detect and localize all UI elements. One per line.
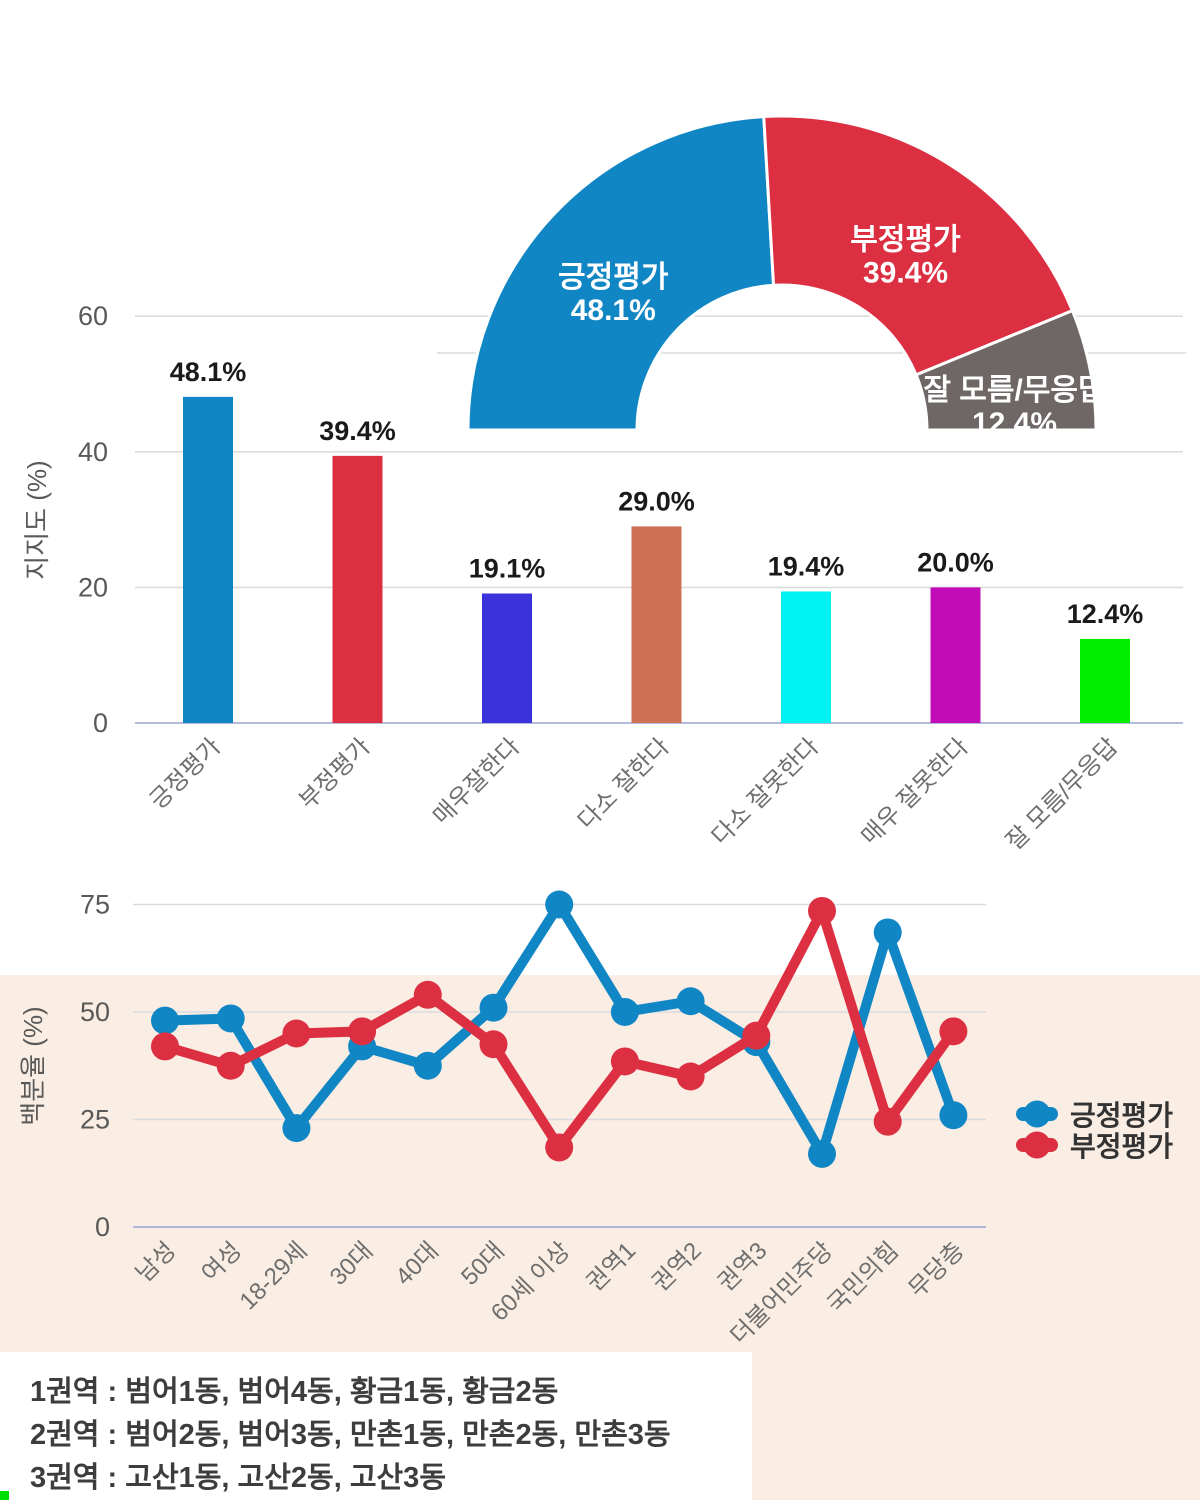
line-x-tick-1: 여성 [197,1237,247,1287]
line-point-s1-10 [808,896,836,925]
bar-value-label-5: 20.0% [917,547,994,577]
legend-item-negative: 부정평가 [1016,1129,1173,1162]
line-y-tick-75: 75 [80,890,110,920]
bar-2 [482,593,532,723]
line-point-s1-1 [216,1051,245,1080]
bar-value-label-4: 19.4% [768,551,845,581]
bar-x-tick-3: 다소 잘한다 [573,733,675,835]
donut-segment-name-1: 부정평가 [850,224,961,257]
bar-y-tick-20: 20 [78,572,108,602]
region-note-1: 1권역 : 범어1동, 범어4동, 황금1동, 황금2동 [30,1376,559,1408]
bar-4 [781,591,831,723]
line-point-s0-10 [808,1139,836,1168]
line-y-tick-0: 0 [95,1212,110,1242]
bar-1 [332,455,383,723]
line-y-tick-50: 50 [80,997,110,1027]
line-point-s1-6 [545,1133,574,1162]
negative-series-marker-icon [1016,1131,1058,1158]
bar-x-tick-5: 매우 잘못한다 [856,733,973,850]
bar-y-tick-40: 40 [78,437,108,467]
bar-value-label-0: 48.1% [170,357,247,387]
bar-3 [631,526,682,723]
line-x-tick-11: 국민의힘 [822,1237,904,1319]
bar-x-tick-0: 긍정평가 [145,733,227,815]
region-notes: 1권역 : 범어1동, 범어4동, 황금1동, 황금2동 2권역 : 범어2동,… [0,1352,752,1500]
line-x-tick-3: 30대 [325,1237,379,1291]
line-point-s0-7 [610,998,639,1026]
region-note-3: 3권역 : 고산1동, 고산2동, 고산3동 [30,1462,446,1494]
line-point-s0-5 [479,993,508,1022]
line-point-s0-12 [939,1101,968,1130]
line-x-tick-7: 권역1 [581,1237,641,1297]
donut-segment-value-1: 39.4% [863,257,948,290]
line-point-s0-2 [282,1114,311,1143]
line-point-s0-8 [676,987,705,1016]
line-point-s1-3 [348,1017,377,1046]
bar-chart-grid: 0 20 40 60 [78,301,1186,738]
line-point-s0-4 [413,1051,442,1080]
legend-label-negative: 부정평가 [1070,1130,1174,1162]
line-point-s1-8 [676,1062,705,1091]
line-point-s0-11 [873,918,902,947]
bar-5 [930,587,981,723]
bar-y-tick-0: 0 [93,708,108,738]
line-x-tick-8: 권역2 [647,1237,707,1297]
donut-segment-value-0: 48.1% [571,294,656,327]
line-x-tick-0: 남성 [131,1237,181,1287]
line-point-s1-5 [479,1030,508,1059]
line-point-s0-1 [216,1004,245,1033]
line-x-tick-9: 권역3 [713,1237,773,1297]
bar-x-tick-2: 매우잘한다 [428,733,525,830]
bar-x-tick-1: 부정평가 [294,733,376,815]
bar-value-label-1: 39.4% [319,416,396,446]
bar-x-tick-6: 잘 모름/무응답 [1001,733,1123,855]
line-point-s1-11 [873,1107,902,1136]
line-y-axis-title: 백분율 (%) [18,1006,48,1125]
line-x-tick-5: 50대 [456,1237,510,1291]
line-point-s1-9 [742,1021,771,1050]
line-chart-legend: 긍정평가 부정평가 [1016,1098,1173,1162]
line-point-s1-4 [413,980,442,1009]
bar-value-label-2: 19.1% [469,554,546,584]
bar-value-label-6: 12.4% [1067,599,1144,629]
line-point-s1-2 [282,1019,311,1048]
donut-segment-2 [914,309,1098,432]
bar-y-tick-60: 60 [78,301,108,331]
bar-0 [183,396,233,723]
donut-segment-name-2: 잘 모름/무응답 [923,374,1106,407]
bar-y-axis-title: 지지도 (%) [22,460,52,579]
donut-segment-name-0: 긍정평가 [558,261,669,294]
legend-item-positive: 긍정평가 [1016,1098,1173,1131]
bar-6 [1080,638,1130,723]
line-y-tick-25: 25 [80,1105,110,1135]
line-x-tick-4: 40대 [390,1237,444,1291]
line-point-s0-6 [545,890,574,919]
line-point-s1-7 [610,1047,639,1076]
donut-segment-1 [762,114,1074,377]
line-point-s0-0 [151,1006,179,1035]
donut-segment-0 [466,115,776,432]
legend-label-positive: 긍정평가 [1070,1099,1174,1131]
bar-value-label-3: 29.0% [618,486,695,516]
bar-x-tick-4: 다소 잘못한다 [707,733,824,850]
region-note-2: 2권역 : 범어2동, 범어3동, 만촌1동, 만촌2동, 만촌3동 [30,1419,671,1451]
green-artifact [0,1491,9,1500]
line-x-tick-2: 18-29세 [235,1237,313,1315]
line-point-s1-0 [151,1032,179,1061]
positive-series-marker-icon [1016,1100,1058,1127]
line-x-tick-12: 무당층 [904,1237,970,1303]
donut-segment-value-2: 12.4% [972,407,1057,440]
line-point-s1-12 [939,1017,968,1046]
